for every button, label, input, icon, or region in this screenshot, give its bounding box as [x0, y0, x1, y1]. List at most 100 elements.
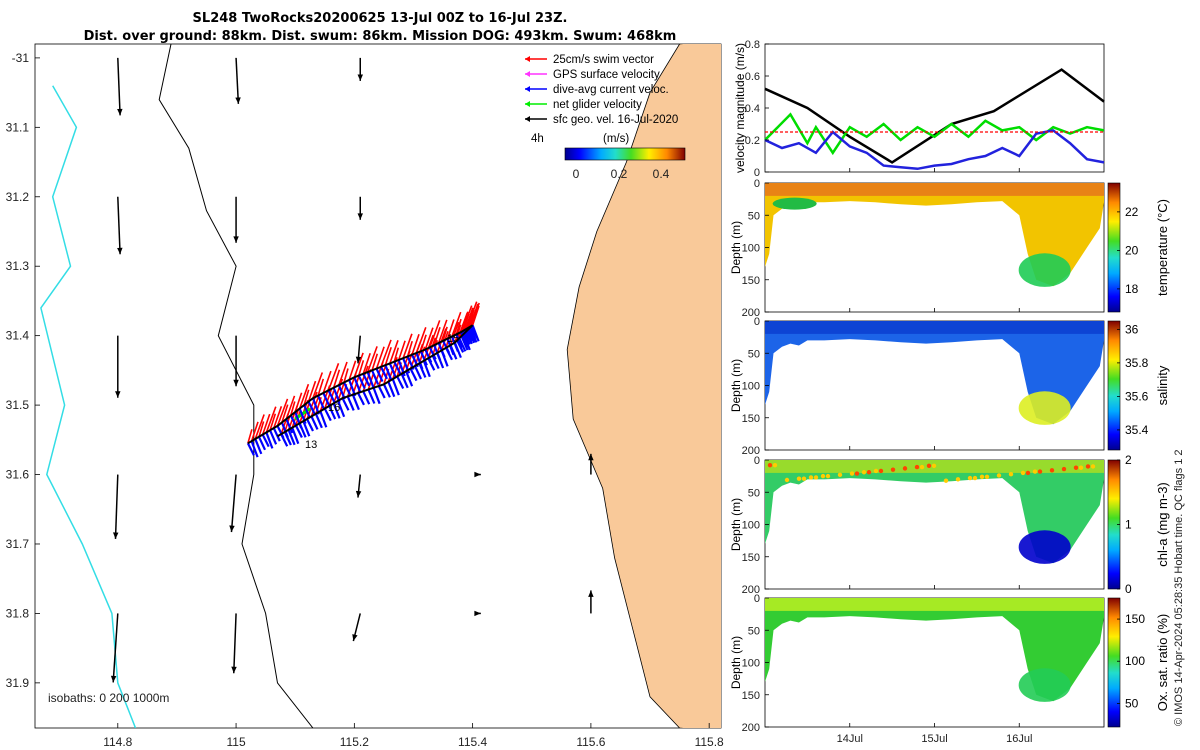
current-vector [400, 373, 409, 389]
section-deep-feature [1018, 668, 1071, 702]
surface-velocity-vectors [110, 57, 594, 683]
swim-vector [250, 421, 259, 442]
chl-dot [820, 473, 826, 479]
swim-vector [324, 387, 333, 409]
current-vector [427, 357, 436, 371]
velocity-ylabel: velocity magnitude (m/s) [733, 43, 747, 173]
swim-vector [332, 369, 341, 388]
section-data-fill [765, 460, 1104, 564]
section-y-tick-label: 150 [742, 552, 760, 564]
section-y-tick-label: 0 [754, 178, 760, 190]
sfc-vector-head [357, 74, 363, 81]
colorbar-label: Ox. sat. ratio (%) [1155, 614, 1170, 712]
current-vector [250, 440, 259, 458]
current-vector [405, 370, 414, 387]
current-vector [367, 389, 376, 404]
current-vector [449, 344, 458, 360]
map-x-tick-label: 115.8 [695, 735, 724, 749]
legend-label: dive-avg current veloc. [553, 84, 669, 96]
current-vector [283, 431, 292, 446]
time-tick-label: 16Jul [1006, 733, 1032, 745]
sfc-vector-head [357, 213, 363, 220]
current-vector [285, 418, 294, 434]
section-y-tick-label: 50 [748, 210, 760, 222]
current-vector [269, 429, 278, 445]
swim-vector [455, 318, 462, 335]
section-y-tick-label: 200 [742, 584, 760, 596]
day-label-16: 16 [328, 402, 340, 414]
sfc-vector-head [474, 610, 481, 617]
chl-dot [979, 474, 985, 479]
current-vector [467, 329, 476, 344]
chl-dot [931, 463, 937, 469]
map-panel: 15 16 13 114.8 115 115.2 115.4 115.6 115.8 -31… [6, 43, 724, 749]
swim-vector [348, 360, 357, 381]
section-ylabel: Depth (m) [729, 359, 743, 412]
swim-vector [254, 414, 265, 440]
swim-vector [371, 353, 379, 371]
chl-dot [878, 468, 884, 474]
section-deep-feature [1018, 253, 1071, 287]
section-y-tick-label: 150 [742, 690, 760, 702]
swim-vector [402, 333, 413, 359]
section-y-tick-label: 100 [742, 243, 760, 255]
swim-vector [449, 321, 460, 346]
current-vector [362, 373, 371, 387]
chl-dot [1085, 464, 1091, 469]
chl-dot [1090, 464, 1096, 469]
current-vector [469, 327, 478, 343]
current-vector [322, 392, 331, 407]
current-vector [375, 368, 384, 383]
chl-dot [984, 474, 990, 479]
legend-label: 25cm/s swim vector [553, 54, 654, 66]
map-y-tick-label: 31.4 [6, 329, 30, 343]
swim-vector [384, 347, 392, 366]
current-vector [353, 376, 362, 393]
section-data-fill [765, 598, 1104, 702]
chl-dot [1061, 466, 1067, 472]
map-y-tick-label: 31.1 [6, 120, 30, 134]
swim-vector [303, 389, 310, 406]
swim-vector [411, 334, 420, 356]
sfc-vector-head [352, 634, 358, 642]
swim-vector [471, 305, 480, 326]
speed-colorbar-tick-2: 0.4 [653, 167, 670, 181]
current-vector [431, 355, 440, 370]
swim-vector [393, 347, 400, 362]
chl-dot [972, 475, 978, 481]
sfc-vector-head [355, 490, 362, 498]
sfc-vector-shaft [114, 474, 119, 539]
section-ylabel: Depth (m) [729, 221, 743, 274]
current-vector [265, 432, 274, 449]
chl-dot [796, 476, 802, 481]
section-y-tick-label: 150 [742, 275, 760, 287]
colorbar-tick-label: 18 [1125, 282, 1139, 296]
section-data-fill [765, 183, 1104, 287]
current-vector [257, 436, 266, 451]
sfc-vector-head [474, 471, 481, 478]
current-vector [391, 378, 400, 396]
current-vector [310, 415, 319, 430]
swim-vector [343, 368, 349, 383]
current-vector [388, 362, 397, 378]
current-vector [387, 381, 396, 398]
current-vectors [246, 324, 480, 458]
colorbar-tick-label: 20 [1125, 243, 1139, 257]
current-vector [343, 382, 351, 395]
current-vector [393, 361, 402, 375]
legend-swatch-head [525, 86, 530, 92]
sfc-vector-shaft [235, 57, 240, 104]
swim-vector [307, 380, 317, 402]
glider-track [247, 324, 474, 445]
time-tick-label: 14Jul [837, 733, 863, 745]
time-tick-label: 15Jul [921, 733, 947, 745]
current-vector [337, 400, 346, 418]
section-y-tick-label: 200 [742, 445, 760, 457]
swim-vector [317, 378, 325, 396]
current-vector [471, 324, 480, 342]
sfc-vector-head [117, 108, 123, 116]
swim-vector [456, 313, 468, 341]
legend-label: net glider velocity [553, 99, 642, 111]
swim-vector [269, 413, 277, 431]
